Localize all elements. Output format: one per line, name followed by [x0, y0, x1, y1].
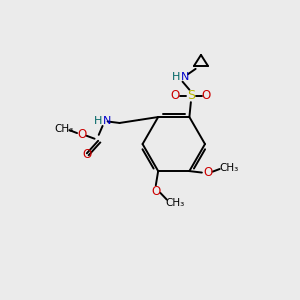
Text: O: O: [151, 185, 160, 198]
Text: S: S: [187, 89, 195, 102]
Text: H: H: [94, 116, 102, 126]
Text: N: N: [103, 116, 111, 126]
Text: N: N: [181, 72, 189, 82]
Text: O: O: [82, 148, 91, 161]
Text: CH₃: CH₃: [166, 198, 185, 208]
Text: O: O: [77, 128, 86, 141]
Text: O: O: [203, 166, 212, 179]
Text: H: H: [172, 72, 180, 82]
Text: CH₃: CH₃: [219, 163, 238, 173]
Text: O: O: [202, 89, 211, 102]
Text: CH₃: CH₃: [54, 124, 74, 134]
Text: O: O: [171, 89, 180, 102]
